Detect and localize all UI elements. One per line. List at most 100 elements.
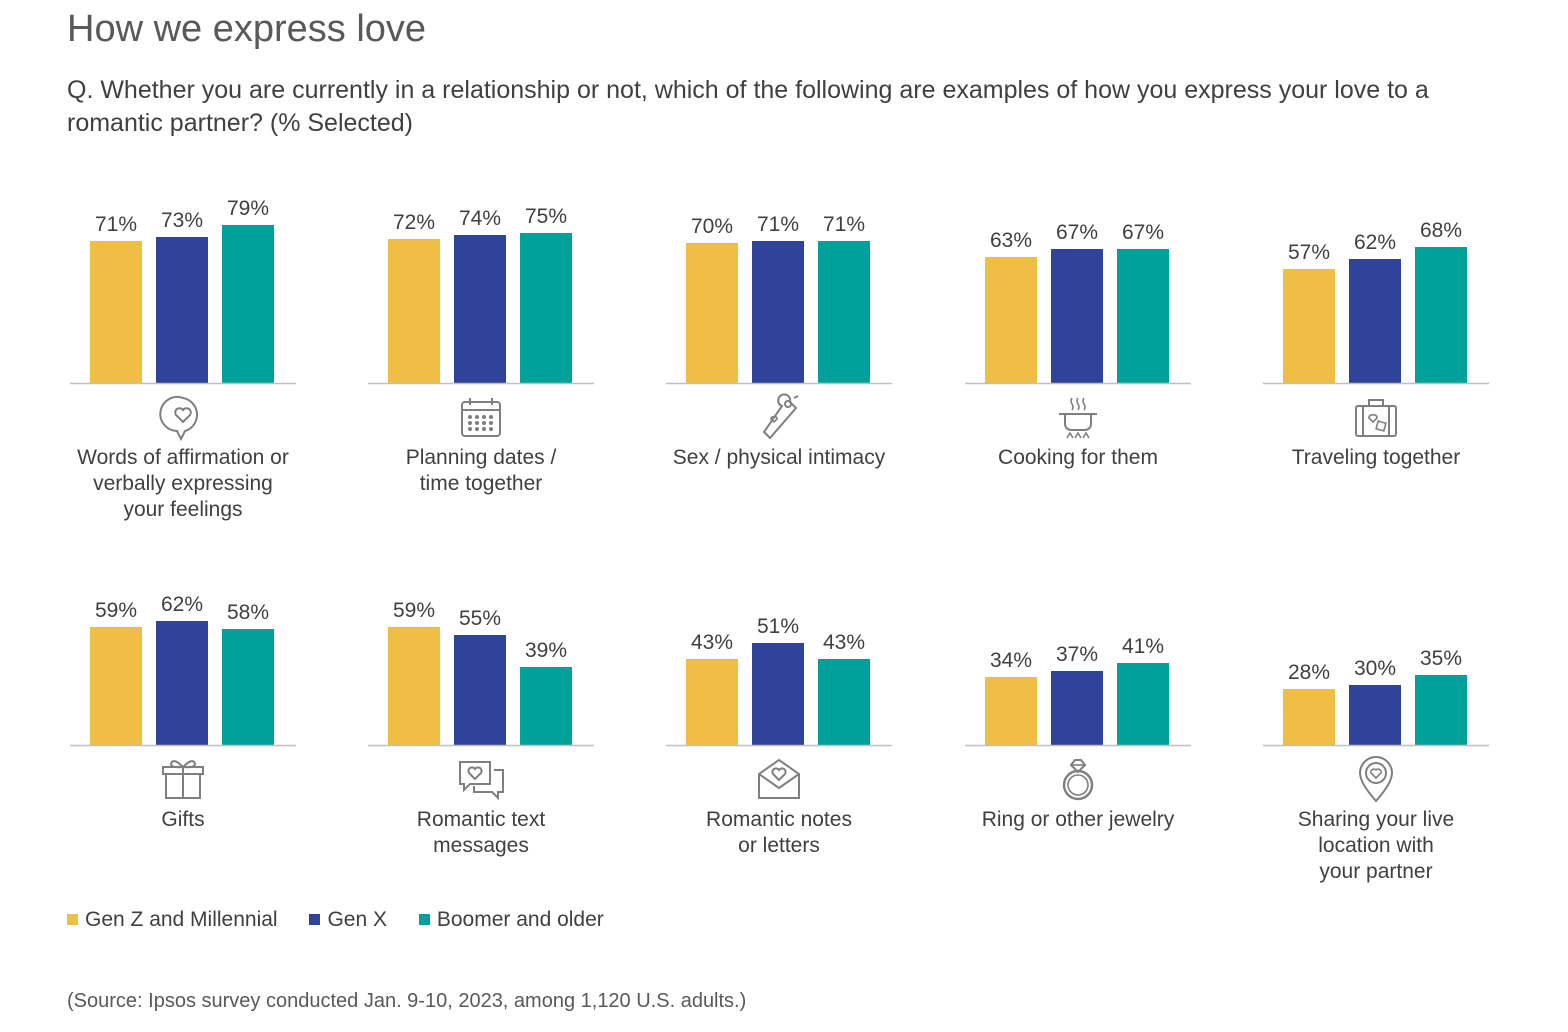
bar-gen-z: [90, 627, 142, 745]
bar-gen-z: [985, 677, 1037, 745]
bar-boomer: [222, 225, 274, 383]
bar-chart: 59% 62% 58%: [70, 593, 296, 747]
data-label-gen-x: 71%: [757, 213, 799, 236]
data-label-boomer: 39%: [525, 639, 567, 662]
data-label-boomer: 68%: [1420, 219, 1462, 242]
ring-icon: [1062, 759, 1094, 801]
bar-chart: 57% 62% 68%: [1263, 219, 1489, 385]
category-label: Cooking for them: [945, 445, 1211, 471]
data-label-boomer: 79%: [227, 197, 269, 220]
bar-chart: 63% 67% 67%: [965, 221, 1191, 385]
data-label-gen-z: 34%: [990, 649, 1032, 672]
data-label-gen-x: 62%: [1354, 231, 1396, 254]
bar-gen-x: [454, 235, 506, 383]
data-label-gen-z: 63%: [990, 229, 1032, 252]
chart-panel: 57% 62% 68% Traveling together: [1263, 193, 1489, 533]
bar-gen-x: [1051, 249, 1103, 383]
data-label-boomer: 67%: [1122, 221, 1164, 244]
category-label-line: Sharing your live: [1297, 808, 1455, 831]
data-label-boomer: 75%: [525, 205, 567, 228]
data-label-boomer: 41%: [1122, 635, 1164, 658]
data-label-gen-z: 59%: [95, 599, 137, 622]
data-label-boomer: 35%: [1420, 647, 1462, 670]
bar-boomer: [1415, 247, 1467, 383]
chart-panel: 34% 37% 41% Ring or other jewelry: [965, 555, 1191, 895]
category-label-line: Planning dates /: [405, 446, 557, 469]
bar-gen-z: [1283, 689, 1335, 745]
bar-gen-z: [985, 257, 1037, 383]
bar-chart: 43% 51% 43%: [666, 615, 892, 747]
bar-gen-x: [156, 237, 208, 383]
bar-gen-x: [752, 643, 804, 745]
category-label: Words of affirmation or verbally expressi…: [50, 445, 316, 523]
data-label-gen-z: 72%: [393, 211, 435, 234]
data-label-gen-z: 43%: [691, 631, 733, 654]
data-label-gen-z: 71%: [95, 213, 137, 236]
legend-swatch-boomer: [418, 914, 430, 925]
data-label-gen-x: 51%: [757, 615, 799, 638]
data-label-gen-x: 74%: [459, 207, 501, 230]
bar-chart: 28% 30% 35%: [1263, 647, 1489, 747]
bar-chart: 70% 71% 71%: [666, 213, 892, 385]
category-label: Planning dates / time together: [348, 445, 614, 497]
legend-swatch-gen-x: [309, 914, 321, 925]
legend-item-boomer: Boomer and older: [418, 908, 604, 932]
bar-boomer: [1415, 675, 1467, 745]
heart-speech-bubble-icon: [159, 396, 199, 442]
category-label-line: Romantic notes: [706, 808, 852, 831]
calendar-icon: [461, 398, 501, 437]
bar-gen-x: [1349, 259, 1401, 383]
data-label-gen-z: 59%: [393, 599, 435, 622]
category-label-line: Cooking for them: [998, 446, 1158, 469]
legend-label-gen-z: Gen Z and Millennial: [85, 907, 278, 931]
bar-chart: 34% 37% 41%: [965, 635, 1191, 747]
chart-panel: 59% 62% 58% Gifts: [70, 555, 296, 895]
page-title: How we express love: [67, 8, 427, 50]
bar-chart: 59% 55% 39%: [368, 599, 594, 747]
category-label: Sharing your live location with your partn…: [1243, 807, 1509, 885]
bar-boomer: [1117, 249, 1169, 383]
bar-boomer: [1117, 663, 1169, 745]
category-label-line: Words of affirmation or: [77, 446, 289, 469]
data-label-gen-z: 28%: [1288, 661, 1330, 684]
bar-gen-z: [686, 659, 738, 745]
legend: Gen Z and Millennial Gen X Boomer and ol…: [67, 907, 630, 932]
data-label-gen-x: 62%: [161, 593, 203, 616]
data-label-gen-x: 30%: [1354, 657, 1396, 680]
category-label: Gifts: [50, 807, 316, 833]
data-label-boomer: 58%: [227, 601, 269, 624]
bar-gen-x: [454, 635, 506, 745]
chart-panel: 28% 30% 35% Sharing your live location with…: [1263, 555, 1489, 895]
legend-label-gen-x: Gen X: [327, 907, 387, 931]
chart-panel: 63% 67% 67% Cooking for them: [965, 193, 1191, 533]
bar-gen-x: [1051, 671, 1103, 745]
bar-gen-z: [90, 241, 142, 383]
data-label-gen-x: 37%: [1056, 643, 1098, 666]
bar-chart: 71% 73% 79%: [70, 197, 296, 385]
chart-panel: 72% 74% 75% Planning dates / time together: [368, 193, 594, 533]
data-label-boomer: 71%: [823, 213, 865, 236]
chart-panel: 43% 51% 43% Romantic notes or letters: [666, 555, 892, 895]
source-note: (Source: Ipsos survey conducted Jan. 9-1…: [67, 990, 747, 1012]
data-label-boomer: 43%: [823, 631, 865, 654]
suitcase-icon: [1355, 399, 1397, 437]
category-label-line: messages: [433, 834, 529, 857]
location-pin-icon: [1358, 756, 1394, 803]
category-label-line: verbally expressing: [93, 472, 273, 495]
bar-gen-z: [388, 239, 440, 383]
category-label-line: Gifts: [161, 808, 205, 831]
bar-boomer: [222, 629, 274, 745]
legend-item-gen-z: Gen Z and Millennial: [67, 908, 278, 932]
category-label-line: location with: [1318, 834, 1434, 857]
bar-gen-x: [752, 241, 804, 383]
category-label: Sex / physical intimacy: [646, 445, 912, 471]
category-label: Romantic text messages: [348, 807, 614, 859]
bar-boomer: [520, 667, 572, 745]
category-label-line: Traveling together: [1291, 446, 1461, 469]
bar-gen-x: [1349, 685, 1401, 745]
data-label-gen-z: 57%: [1288, 241, 1330, 264]
envelope-heart-icon: [758, 758, 800, 799]
bar-boomer: [818, 659, 870, 745]
category-label: Traveling together: [1243, 445, 1509, 471]
bar-chart: 72% 74% 75%: [368, 205, 594, 385]
